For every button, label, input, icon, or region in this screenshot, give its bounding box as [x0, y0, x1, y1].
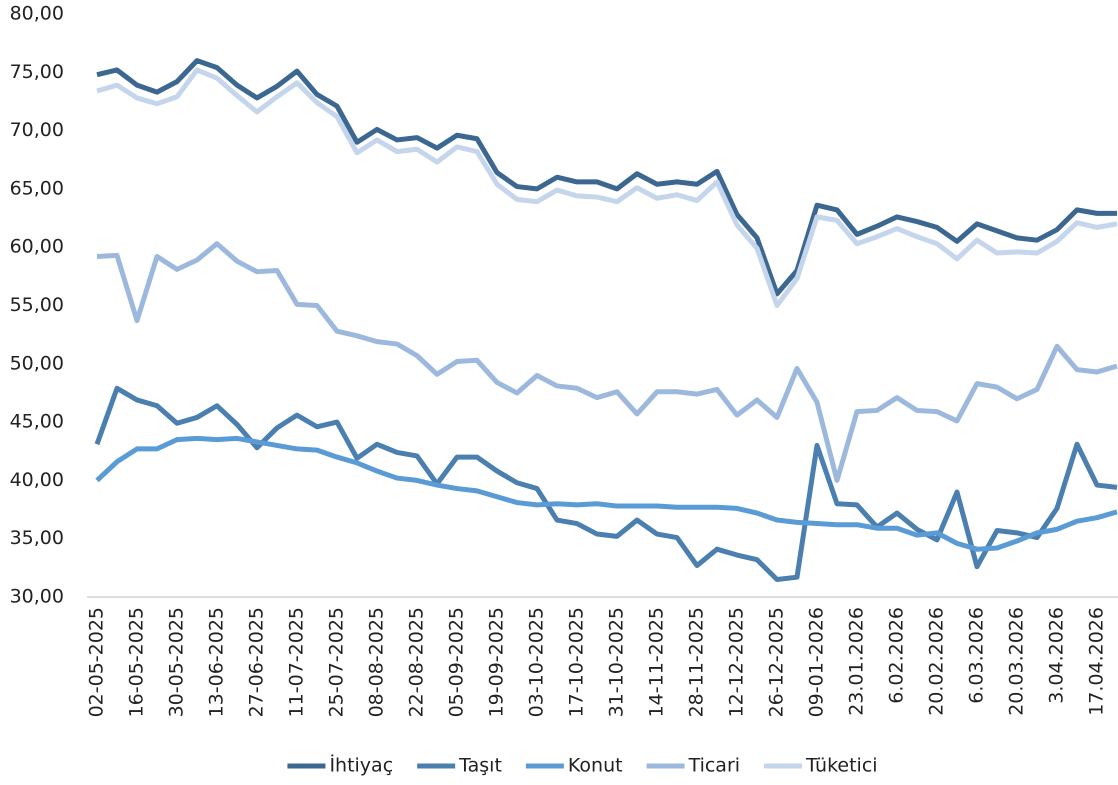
y-tick-label: 30,00 [10, 586, 64, 608]
x-tick-label: 08-08-2025 [366, 607, 388, 717]
x-tick-label: 20.03.2026 [1006, 607, 1028, 716]
x-tick-label: 6.03.2026 [966, 607, 988, 704]
line-series [94, 385, 1118, 583]
y-tick-label: 45,00 [10, 411, 64, 433]
legend: İhtiyaç Taşıt Konut Ticari Tüketici [287, 754, 878, 777]
y-tick-label: 65,00 [10, 177, 64, 199]
x-tick-label: 11-07-2025 [286, 607, 308, 717]
x-tick-label: 30-05-2025 [166, 607, 188, 717]
legend-label: Taşıt [458, 755, 502, 777]
x-tick-label: 20.02.2026 [926, 607, 948, 716]
x-tick-label: 23.01.2026 [846, 607, 868, 716]
x-tick-label: 09-01-2026 [806, 607, 828, 717]
x-tick-label: 13-06-2025 [206, 607, 228, 717]
x-tick-label: 12-12-2025 [726, 607, 748, 717]
x-tick-label: 22-08-2025 [406, 607, 428, 717]
y-tick-label: 70,00 [10, 119, 64, 141]
legend-label: İhtiyaç [329, 754, 393, 777]
line-series [96, 241, 1118, 483]
x-tick-label: 16-05-2025 [126, 607, 148, 717]
x-tick-label: 17.04.2026 [1086, 607, 1108, 716]
line-series [95, 435, 1118, 552]
x-tick-label: 14-11-2025 [646, 607, 668, 717]
x-tick-label: 05-09-2025 [446, 607, 468, 717]
x-tick-label: 19-09-2025 [486, 607, 508, 717]
x-tick-label: 28-11-2025 [686, 607, 708, 717]
y-tick-label: 80,00 [10, 3, 64, 25]
line-series [96, 58, 1117, 297]
x-tick-label: 26-12-2025 [766, 607, 788, 717]
legend-label: Ticari [688, 755, 740, 777]
x-tick-label: 27-06-2025 [246, 607, 268, 717]
x-tick-label: 3.04.2026 [1046, 607, 1068, 704]
legend-label: Tüketici [805, 755, 878, 777]
line-series [96, 67, 1118, 308]
y-tick-label: 55,00 [10, 294, 64, 316]
x-tick-label: 03-10-2025 [526, 607, 548, 717]
x-tick-label: 6.02.2026 [886, 607, 908, 704]
y-tick-label: 35,00 [10, 527, 64, 549]
y-tick-label: 75,00 [10, 61, 64, 83]
x-tick-label: 17-10-2025 [566, 607, 588, 717]
legend-label: Konut [568, 755, 623, 777]
y-tick-label: 60,00 [10, 236, 64, 258]
x-tick-label: 02-05-2025 [86, 607, 108, 717]
y-tick-label: 50,00 [10, 352, 64, 374]
y-tick-label: 40,00 [10, 469, 64, 491]
x-tick-label: 25-07-2025 [326, 607, 348, 717]
x-tick-label: 31-10-2025 [606, 607, 628, 717]
